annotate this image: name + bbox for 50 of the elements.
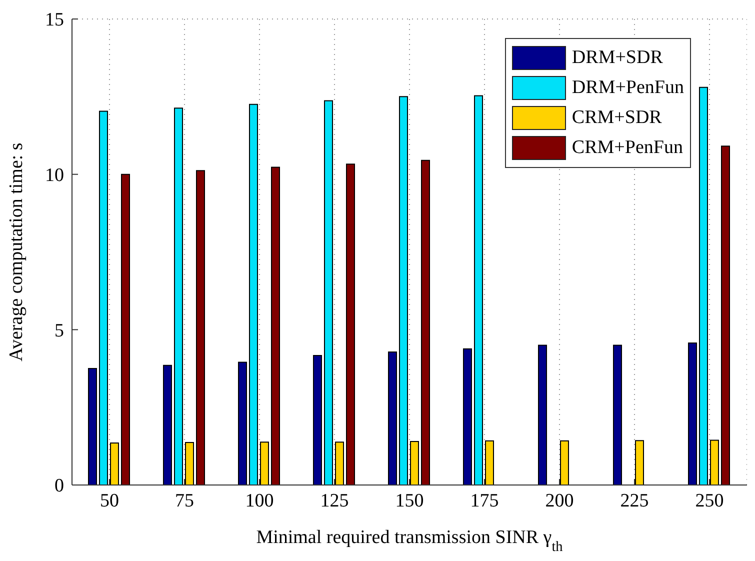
bar [88, 368, 97, 485]
bar [538, 344, 547, 485]
bar [313, 354, 322, 485]
bar [196, 170, 205, 485]
y-tick-label: 10 [45, 165, 64, 186]
bar [99, 110, 108, 485]
y-tick-label: 15 [45, 10, 64, 31]
bar [474, 95, 483, 485]
bar [271, 166, 280, 485]
bar [421, 160, 430, 485]
bar [238, 362, 247, 485]
x-tick-label: 50 [100, 490, 119, 512]
bar [410, 441, 419, 485]
x-tick-label: 75 [175, 490, 194, 512]
y-axis-title: Average computation time: s [6, 142, 27, 362]
legend-label: DRM+SDR [572, 47, 663, 69]
bar [721, 146, 730, 485]
legend-label: DRM+PenFun [572, 77, 684, 99]
bar [699, 86, 708, 485]
y-tick-label: 0 [54, 476, 64, 497]
y-tick-label: 5 [54, 320, 64, 342]
bar [174, 108, 183, 485]
bar [260, 442, 269, 485]
bar [613, 344, 622, 485]
x-tick-label: 200 [545, 490, 574, 512]
x-tick-label: 175 [470, 490, 499, 512]
legend-label: CRM+PenFun [572, 137, 683, 159]
bar [635, 440, 644, 485]
bar [324, 100, 333, 485]
bar [110, 442, 119, 485]
x-tick-label: 125 [320, 490, 349, 512]
x-axis-title: Minimal required transmission SINR γ$_{th}$ [256, 527, 563, 555]
bar [249, 104, 258, 485]
bar [335, 442, 344, 485]
bar [163, 364, 172, 485]
bar [388, 352, 397, 485]
bar [185, 442, 194, 485]
bar [121, 174, 130, 485]
x-tick-label: 225 [620, 490, 649, 512]
bar [399, 96, 408, 485]
bar [485, 440, 494, 485]
legend-label: CRM+SDR [572, 107, 662, 129]
bar [710, 440, 719, 485]
bar [463, 348, 472, 485]
x-tick-label: 100 [245, 490, 274, 512]
bar [346, 164, 355, 485]
bar [688, 342, 697, 485]
x-tick-label: 250 [695, 490, 724, 512]
bar [560, 440, 569, 485]
x-tick-label: 150 [395, 490, 424, 512]
